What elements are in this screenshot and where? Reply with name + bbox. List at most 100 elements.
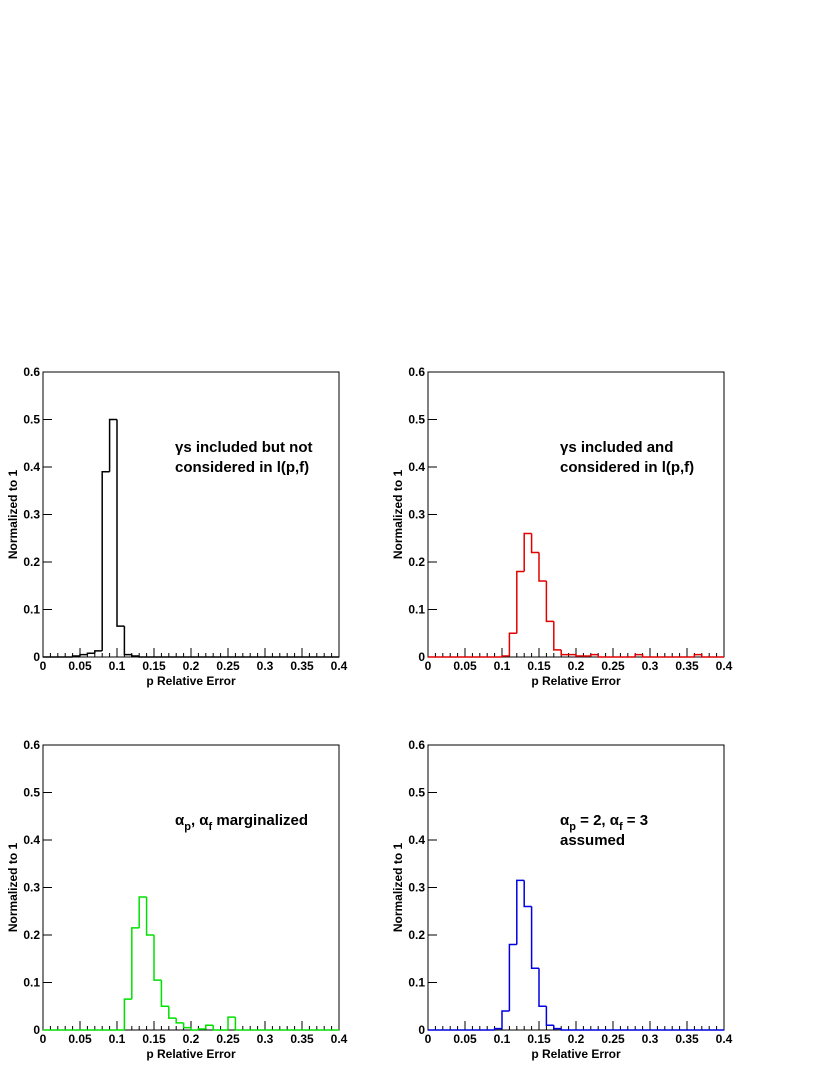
histogram-bin xyxy=(693,653,702,657)
x-tick-label: 0.4 xyxy=(331,1032,348,1046)
y-tick-label: 0.3 xyxy=(23,508,40,522)
annotation-text: considered in l(p,f) xyxy=(175,459,309,476)
histogram-bin xyxy=(123,626,132,656)
histogram-bin xyxy=(227,1016,236,1030)
y-tick-label: 0.1 xyxy=(23,976,40,990)
x-axis-title: p Relative Error xyxy=(146,674,236,688)
annotation: considered in l(p,f) xyxy=(560,459,694,476)
histogram-bin xyxy=(516,879,525,945)
histogram-bin xyxy=(530,906,539,969)
y-tick-label: 0.4 xyxy=(408,833,425,847)
histogram-bin xyxy=(160,980,169,1007)
histogram-bin xyxy=(71,655,80,657)
histogram-bin xyxy=(538,552,547,582)
y-tick-label: 0.2 xyxy=(408,928,425,942)
plot-frame xyxy=(427,371,725,658)
x-tick-label: 0.15 xyxy=(527,1032,551,1046)
y-axis-title: Normalized to 1 xyxy=(391,470,405,560)
x-tick-label: 0.05 xyxy=(453,1032,477,1046)
x-tick-label: 0.1 xyxy=(494,659,511,673)
y-tick-label: 0.6 xyxy=(408,365,425,379)
x-tick-label: 0.3 xyxy=(257,1032,274,1046)
y-tick-label: 0 xyxy=(418,650,425,664)
y-tick-label: 0.1 xyxy=(408,603,425,617)
x-axis-title: p Relative Error xyxy=(531,674,621,688)
x-tick-label: 0.25 xyxy=(216,659,240,673)
x-tick-label: 0.05 xyxy=(68,1032,92,1046)
annotation-subscript: f xyxy=(209,821,213,833)
x-tick-label: 0.3 xyxy=(642,659,659,673)
x-tick-label: 0.4 xyxy=(331,659,348,673)
y-tick-label: 0.1 xyxy=(23,603,40,617)
histogram-bin xyxy=(108,418,117,472)
histogram-bin xyxy=(123,998,132,1030)
x-tick-label: 0.3 xyxy=(257,659,274,673)
annotation: considered in l(p,f) xyxy=(175,459,309,476)
annotation: γs included but not xyxy=(175,439,313,456)
histogram-bin xyxy=(175,1018,184,1024)
panel: 0 0.05 0.1 0.15 0.2 0.25 0.3 0.35 0.4 0 0.1 0.2 0.3 0… xyxy=(391,365,733,688)
plot-frame xyxy=(42,744,340,1031)
y-tick-label: 0.3 xyxy=(408,881,425,895)
histogram-bin xyxy=(590,653,599,657)
histogram-bin xyxy=(145,897,154,936)
annotation-text: , α xyxy=(191,812,209,829)
y-tick-label: 0.2 xyxy=(23,928,40,942)
plot-frame xyxy=(427,744,725,1031)
x-axis-title: p Relative Error xyxy=(146,1047,236,1061)
histogram-bin xyxy=(560,649,569,656)
plot-frame xyxy=(42,371,340,658)
histogram-bin xyxy=(212,1025,221,1031)
x-tick-label: 0.4 xyxy=(716,659,733,673)
x-tick-label: 0.4 xyxy=(716,1032,733,1046)
x-tick-label: 0.15 xyxy=(527,659,551,673)
x-tick-label: 0.2 xyxy=(568,659,585,673)
y-tick-label: 0.5 xyxy=(23,786,40,800)
histogram-bin xyxy=(138,656,147,658)
histogram-bin xyxy=(234,1017,243,1031)
histogram-bin xyxy=(560,1028,569,1031)
annotation-text: α xyxy=(560,812,570,829)
histogram-bin xyxy=(101,471,110,651)
y-tick-label: 0.5 xyxy=(23,413,40,427)
histogram-bin xyxy=(205,1024,214,1030)
y-tick-label: 0.2 xyxy=(408,555,425,569)
x-tick-label: 0.15 xyxy=(142,1032,166,1046)
annotation: γs included and xyxy=(560,439,673,456)
x-axis-title: p Relative Error xyxy=(531,1047,621,1061)
y-tick-label: 0.3 xyxy=(23,881,40,895)
histogram-bin xyxy=(553,1025,562,1030)
histogram-bin xyxy=(94,650,103,654)
histogram-bin xyxy=(197,1028,206,1030)
x-tick-label: 0.2 xyxy=(568,1032,585,1046)
histogram-bin xyxy=(131,927,140,1000)
histogram-bin xyxy=(538,968,547,1007)
panel: 0 0.05 0.1 0.15 0.2 0.25 0.3 0.35 0.4 0 0.1 0.2 0.3 0… xyxy=(6,365,348,688)
y-axis-title: Normalized to 1 xyxy=(6,843,20,933)
y-tick-label: 0.6 xyxy=(408,738,425,752)
histogram-bin xyxy=(553,621,562,651)
y-tick-label: 0.4 xyxy=(23,833,40,847)
histogram-bin xyxy=(508,632,517,657)
annotation-text: considered in l(p,f) xyxy=(560,459,694,476)
x-tick-label: 0.25 xyxy=(216,1032,240,1046)
histogram-bin xyxy=(516,570,525,634)
y-tick-label: 0.2 xyxy=(23,555,40,569)
y-tick-label: 0 xyxy=(33,650,40,664)
annotation-subscript: p xyxy=(569,821,576,833)
x-tick-label: 0.1 xyxy=(109,659,126,673)
x-tick-label: 0.35 xyxy=(290,1032,314,1046)
y-axis-title: Normalized to 1 xyxy=(391,843,405,933)
annotation-text: = 3 xyxy=(623,812,648,829)
histogram-bin xyxy=(523,880,532,908)
histogram-bin xyxy=(641,654,650,658)
histogram-bin xyxy=(182,1022,191,1029)
annotation-text: = 2, α xyxy=(576,812,620,829)
histogram-bin xyxy=(634,653,643,657)
histogram-bin xyxy=(79,653,88,657)
histogram-bin xyxy=(501,655,510,657)
histogram-bin xyxy=(701,654,710,658)
histogram-bin xyxy=(116,419,125,627)
